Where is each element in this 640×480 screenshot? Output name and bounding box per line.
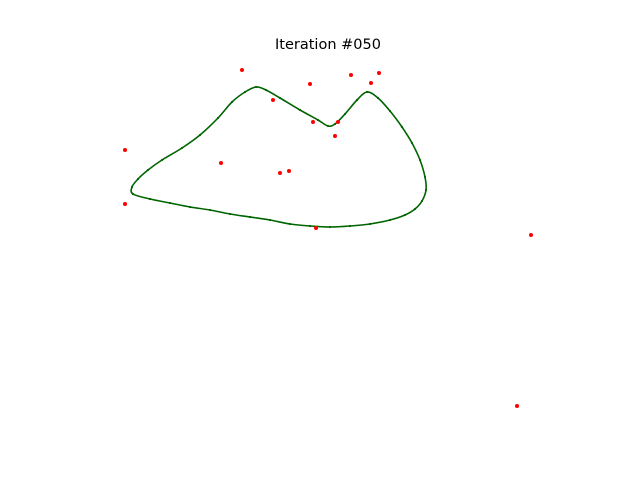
contour-node-10 xyxy=(328,225,332,229)
contour-node-17 xyxy=(424,188,428,192)
contour-node-21 xyxy=(400,125,404,129)
contour-node-11 xyxy=(348,224,352,228)
contour-node-2 xyxy=(168,201,172,205)
contour-node-19 xyxy=(418,158,422,162)
contour-node-7 xyxy=(268,218,272,222)
contour-node-31 xyxy=(278,96,282,100)
chart-title: Iteration #050 xyxy=(275,37,381,53)
contour-node-27 xyxy=(333,122,337,126)
contour-node-12 xyxy=(368,222,372,226)
contour-node-24 xyxy=(365,90,369,94)
data-point-6 xyxy=(219,161,223,165)
contour-node-35 xyxy=(230,100,234,104)
data-point-3 xyxy=(314,226,318,230)
contour-node-37 xyxy=(198,133,202,137)
data-point-14 xyxy=(349,73,353,77)
data-point-2 xyxy=(123,202,127,206)
contour-node-30 xyxy=(298,108,302,112)
contour-node-34 xyxy=(243,90,247,94)
contour-node-8 xyxy=(288,222,292,226)
contour-node-41 xyxy=(136,177,140,181)
contour-line xyxy=(130,86,427,228)
data-point-10 xyxy=(336,120,340,124)
contour-node-15 xyxy=(413,207,417,211)
contour-node-22 xyxy=(388,109,392,113)
contour-node-9 xyxy=(308,224,312,228)
data-point-4 xyxy=(278,171,282,175)
contour-node-25 xyxy=(355,98,359,102)
contour-node-5 xyxy=(228,212,232,216)
contour-node-6 xyxy=(248,215,252,219)
data-point-15 xyxy=(377,71,381,75)
data-point-13 xyxy=(369,81,373,85)
contour-node-33 xyxy=(254,85,258,89)
contour-node-23 xyxy=(376,96,380,100)
data-point-9 xyxy=(311,120,315,124)
data-point-0 xyxy=(515,404,519,408)
contour-node-0 xyxy=(131,192,135,196)
data-point-12 xyxy=(308,82,312,86)
contour-node-1 xyxy=(148,197,152,201)
contour-node-38 xyxy=(180,146,184,150)
contour-node-3 xyxy=(188,205,192,209)
contour-node-26 xyxy=(343,112,347,116)
contour-node-42 xyxy=(130,185,134,189)
contour-node-32 xyxy=(264,88,268,92)
contour-node-16 xyxy=(420,199,424,203)
contour-node-13 xyxy=(388,218,392,222)
contour-node-14 xyxy=(403,213,407,217)
contour-node-4 xyxy=(208,208,212,212)
data-point-1 xyxy=(529,233,533,237)
data-point-5 xyxy=(287,169,291,173)
data-point-7 xyxy=(123,148,127,152)
contour-node-39 xyxy=(160,158,164,162)
data-point-16 xyxy=(240,68,244,72)
curve-layer xyxy=(130,85,428,229)
data-point-11 xyxy=(271,98,275,102)
point-layer xyxy=(123,68,533,408)
contour-node-18 xyxy=(423,175,427,179)
contour-node-28 xyxy=(326,124,330,128)
contour-node-40 xyxy=(146,168,150,172)
contour-node-29 xyxy=(316,118,320,122)
contour-node-20 xyxy=(410,141,414,145)
contour-node-36 xyxy=(216,116,220,120)
data-point-8 xyxy=(333,134,337,138)
